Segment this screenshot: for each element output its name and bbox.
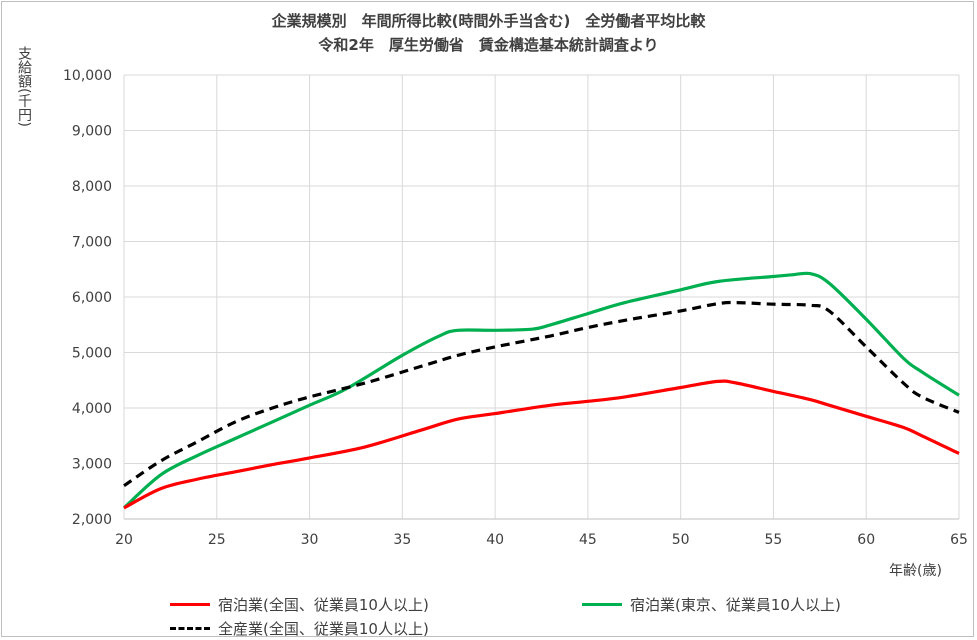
y-tick-label-1: 3,000 xyxy=(72,457,112,473)
series-line-2 xyxy=(123,300,960,488)
legend-item-1: 宿泊業(東京、従業員10人以上) xyxy=(582,594,841,615)
x-tick-label-4: 40 xyxy=(486,532,504,548)
y-tick-label-3: 5,000 xyxy=(72,346,112,362)
x-tick-label-1: 25 xyxy=(208,532,226,548)
x-tick-label-6: 50 xyxy=(672,532,690,548)
chart-title: 企業規模別 年間所得比較(時間外手当含む) 全労働者平均比較 xyxy=(271,12,706,30)
legend-item-0: 宿泊業(全国、従業員10人以上) xyxy=(170,594,429,615)
y-tick-label-7: 9,000 xyxy=(72,124,112,140)
legend-item-2: 全産業(全国、従業員10人以上) xyxy=(170,618,429,639)
chart-subtitle: 令和2年 厚生労働省 賃金構造基本統計調査より xyxy=(318,36,659,54)
x-tick-label-2: 30 xyxy=(301,532,319,548)
legend-swatch-1 xyxy=(582,603,622,606)
x-tick-label-0: 20 xyxy=(115,532,133,548)
y-tick-label-5: 7,000 xyxy=(72,235,112,251)
x-tick-label-3: 35 xyxy=(393,532,411,548)
legend-label-0: 宿泊業(全国、従業員10人以上) xyxy=(218,596,429,614)
series-line-0 xyxy=(123,379,960,510)
y-axis-label: 支給額(千円) xyxy=(16,46,32,127)
legend-label-2: 全産業(全国、従業員10人以上) xyxy=(218,620,429,638)
x-axis-label: 年齢(歳) xyxy=(889,563,942,579)
x-tick-label-7: 55 xyxy=(765,532,783,548)
legend-label-1: 宿泊業(東京、従業員10人以上) xyxy=(630,596,841,614)
series-line-1 xyxy=(122,271,960,510)
x-tick-label-9: 65 xyxy=(950,532,968,548)
y-tick-label-4: 6,000 xyxy=(72,290,112,306)
y-tick-label-6: 8,000 xyxy=(72,179,112,195)
legend-swatch-2 xyxy=(170,627,210,630)
y-tick-label-8: 10,000 xyxy=(63,68,112,84)
x-tick-label-5: 45 xyxy=(579,532,597,548)
legend-swatch-0 xyxy=(170,603,210,606)
y-tick-label-2: 4,000 xyxy=(72,401,112,417)
x-tick-label-8: 60 xyxy=(857,532,875,548)
y-tick-label-0: 2,000 xyxy=(72,512,112,528)
